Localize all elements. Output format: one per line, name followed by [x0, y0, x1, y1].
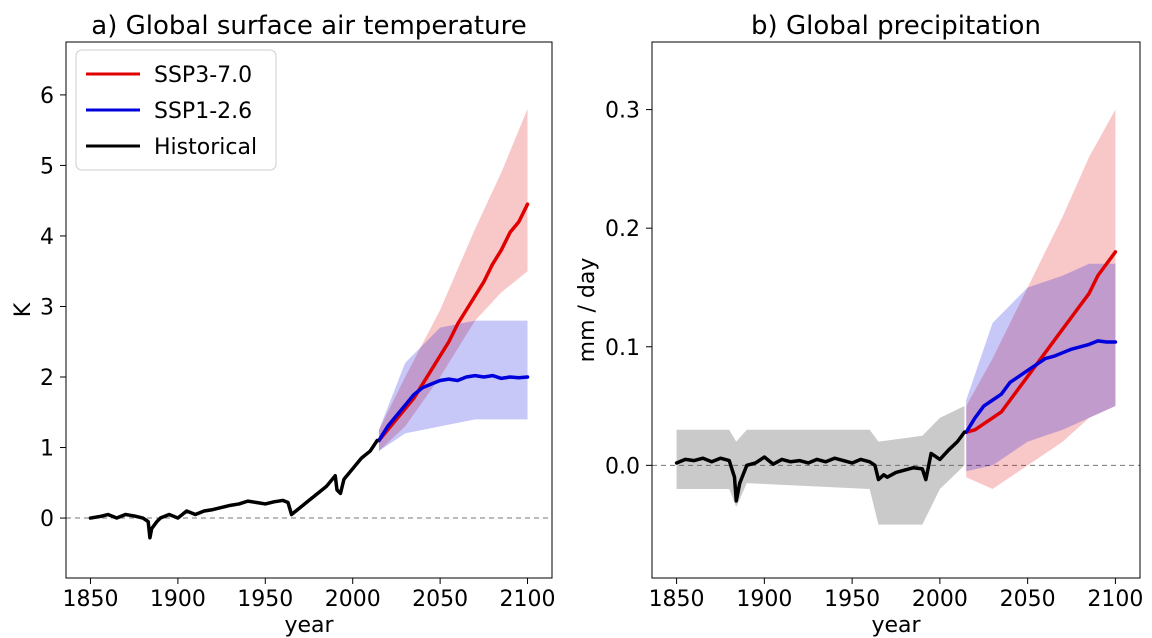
panel-b-band-ssp126	[966, 263, 1116, 472]
panel-a-ytick-label: 6	[40, 84, 54, 109]
legend-label-ssp126: SSP1-2.6	[154, 99, 252, 124]
panel-a-title: a) Global surface air temperature	[91, 11, 526, 41]
panel-b-plot-frame	[651, 41, 1141, 579]
panel-a-band-ssp370	[378, 109, 528, 452]
panel-a-line-historical	[88, 438, 379, 540]
panel-b-xtick-label: 2000	[912, 587, 968, 612]
legend-label-historical: Historical	[154, 135, 257, 160]
panel-a-plot-area	[66, 109, 552, 540]
panel-a-ytick-label: 3	[40, 295, 54, 320]
panel-b-plot-area	[652, 109, 1140, 525]
panel-b-xtick-label: 1850	[649, 587, 705, 612]
panel-a-ytick-label: 5	[40, 154, 54, 179]
panel-a: a) Global surface air temperature year K…	[11, 11, 556, 638]
panel-a-ytick-label: 2	[40, 366, 54, 391]
panel-a-ytick-label: 1	[40, 437, 54, 462]
panel-b-ytick-label: 0.2	[605, 217, 640, 242]
panel-a-xlabel: year	[284, 613, 334, 638]
panel-a-ytick-label: 4	[40, 225, 54, 250]
panel-a-ytick-label: 0	[40, 507, 54, 532]
panel-b-title: b) Global precipitation	[751, 11, 1041, 41]
panel-b-xtick-label: 1900	[736, 587, 792, 612]
legend-box	[75, 49, 277, 171]
panel-b-xtick-label: 1950	[824, 587, 880, 612]
panel-a-xtick-label: 1850	[62, 587, 118, 612]
legend: SSP3-7.0 SSP1-2.6 Historical	[75, 49, 277, 171]
panel-a-xtick-label: 2000	[325, 587, 381, 612]
panel-b-ytick-label: 0.0	[605, 454, 640, 479]
panel-b-line-ssp370	[964, 250, 1118, 434]
panel-a-ylabel: K	[11, 302, 36, 317]
panel-a-xtick-label: 2100	[500, 587, 556, 612]
legend-label-ssp370: SSP3-7.0	[154, 63, 252, 88]
panel-b-xtick-label: 2100	[1087, 587, 1143, 612]
panel-a-plot-frame	[65, 41, 553, 579]
panel-b-band-ssp370	[966, 109, 1116, 490]
panel-b-line-historical	[674, 430, 967, 503]
panel-a-line-ssp370	[377, 202, 530, 443]
panel-a-xtick-label: 1950	[237, 587, 293, 612]
panel-b-ytick-label: 0.3	[605, 99, 640, 124]
panel-a-band-ssp126	[378, 320, 528, 452]
panel-b: b) Global precipitation year mm / day 18…	[575, 11, 1143, 638]
panel-b-xlabel: year	[871, 613, 921, 638]
panel-a-xtick-label: 1900	[150, 587, 206, 612]
panel-b-ylabel: mm / day	[575, 258, 600, 363]
panel-a-xtick-label: 2050	[412, 587, 468, 612]
panel-b-line-ssp126	[964, 339, 1118, 434]
panel-a-line-ssp126	[377, 373, 530, 443]
panel-b-ytick-label: 0.1	[605, 336, 640, 361]
panel-b-xtick-label: 2050	[1000, 587, 1056, 612]
panel-b-band-historical	[676, 406, 965, 525]
